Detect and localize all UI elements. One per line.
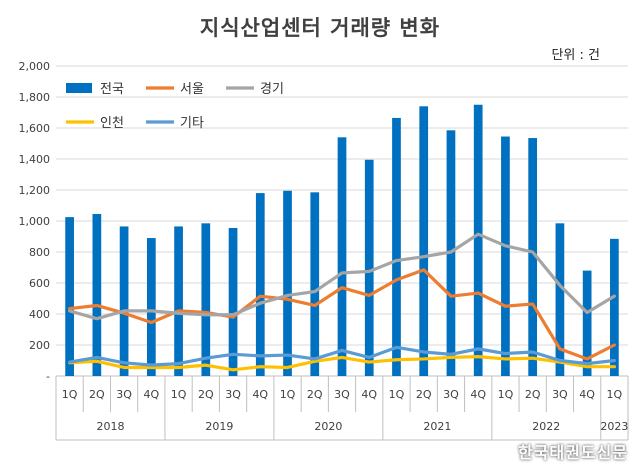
x-tick-label: 3Q: [116, 388, 132, 401]
bar: [610, 238, 619, 376]
legend-label: 서울: [180, 82, 204, 97]
x-tick-label: 4Q: [470, 388, 486, 401]
bar: [501, 136, 510, 376]
x-tick-label: 3Q: [334, 388, 350, 401]
x-tick-label: 3Q: [225, 388, 241, 401]
legend-label: 인천: [100, 116, 124, 131]
year-label: 2020: [314, 420, 342, 433]
year-label: 2023: [600, 420, 628, 433]
bar: [65, 217, 74, 376]
legend-label: 경기: [260, 82, 284, 97]
year-label: 2019: [205, 420, 233, 433]
x-tick-label: 2Q: [416, 388, 432, 401]
bar: [392, 117, 401, 377]
bar: [473, 104, 483, 376]
watermark-logo: 한국태권도신문: [517, 443, 628, 462]
series-line-기타: [68, 345, 616, 367]
bar: [310, 192, 320, 376]
x-tick-label: 2Q: [89, 388, 105, 401]
y-tick-label: 800: [29, 246, 50, 259]
y-tick-label: 200: [29, 339, 50, 352]
bar: [119, 226, 129, 376]
y-tick-label: 1,000: [19, 215, 51, 228]
bar: [92, 214, 102, 376]
series-line-경기: [68, 232, 616, 321]
bar: [228, 227, 238, 376]
year-label: 2021: [423, 420, 451, 433]
x-tick-label: 1Q: [607, 388, 623, 401]
bar: [201, 223, 211, 376]
series-line-서울: [68, 268, 616, 361]
bar: [364, 159, 374, 376]
y-tick-label: 1,200: [19, 184, 51, 197]
y-tick-label: 1,800: [19, 91, 51, 104]
y-tick-label: 1,400: [19, 153, 51, 166]
x-tick-label: 4Q: [579, 388, 595, 401]
y-tick-label: 1,600: [19, 122, 51, 135]
x-tick-label: 3Q: [552, 388, 568, 401]
y-tick-label: 600: [29, 277, 50, 290]
bar: [528, 138, 538, 376]
x-tick-label: 2Q: [307, 388, 323, 401]
chart-title: 지식산업센터 거래량 변화: [199, 16, 441, 40]
bar: [582, 270, 592, 376]
x-tick-label: 4Q: [361, 388, 377, 401]
bar: [174, 226, 183, 376]
y-tick-label: 2,000: [19, 60, 51, 73]
x-tick-label: 1Q: [280, 388, 296, 401]
x-tick-label: 2Q: [525, 388, 541, 401]
x-tick-label: 1Q: [62, 388, 78, 401]
year-label: 2018: [96, 420, 124, 433]
legend-swatch: [66, 83, 92, 93]
unit-label: 단위 : 건: [551, 48, 600, 63]
bar: [337, 137, 347, 376]
legend-label: 전국: [100, 82, 124, 97]
x-tick-label: 1Q: [171, 388, 187, 401]
series-line-인천: [68, 355, 616, 372]
y-tick-label: -: [46, 370, 50, 383]
bar: [555, 223, 565, 376]
bar: [283, 190, 292, 376]
bar: [146, 238, 156, 376]
x-tick-label: 3Q: [443, 388, 459, 401]
y-tick-label: 400: [29, 308, 50, 321]
x-tick-label: 4Q: [143, 388, 159, 401]
year-label: 2022: [532, 420, 560, 433]
bar: [419, 106, 429, 377]
x-tick-label: 1Q: [498, 388, 514, 401]
x-tick-label: 4Q: [252, 388, 268, 401]
x-tick-label: 2Q: [198, 388, 214, 401]
x-tick-label: 1Q: [389, 388, 405, 401]
bar: [255, 193, 265, 376]
legend-label: 기타: [180, 116, 204, 131]
